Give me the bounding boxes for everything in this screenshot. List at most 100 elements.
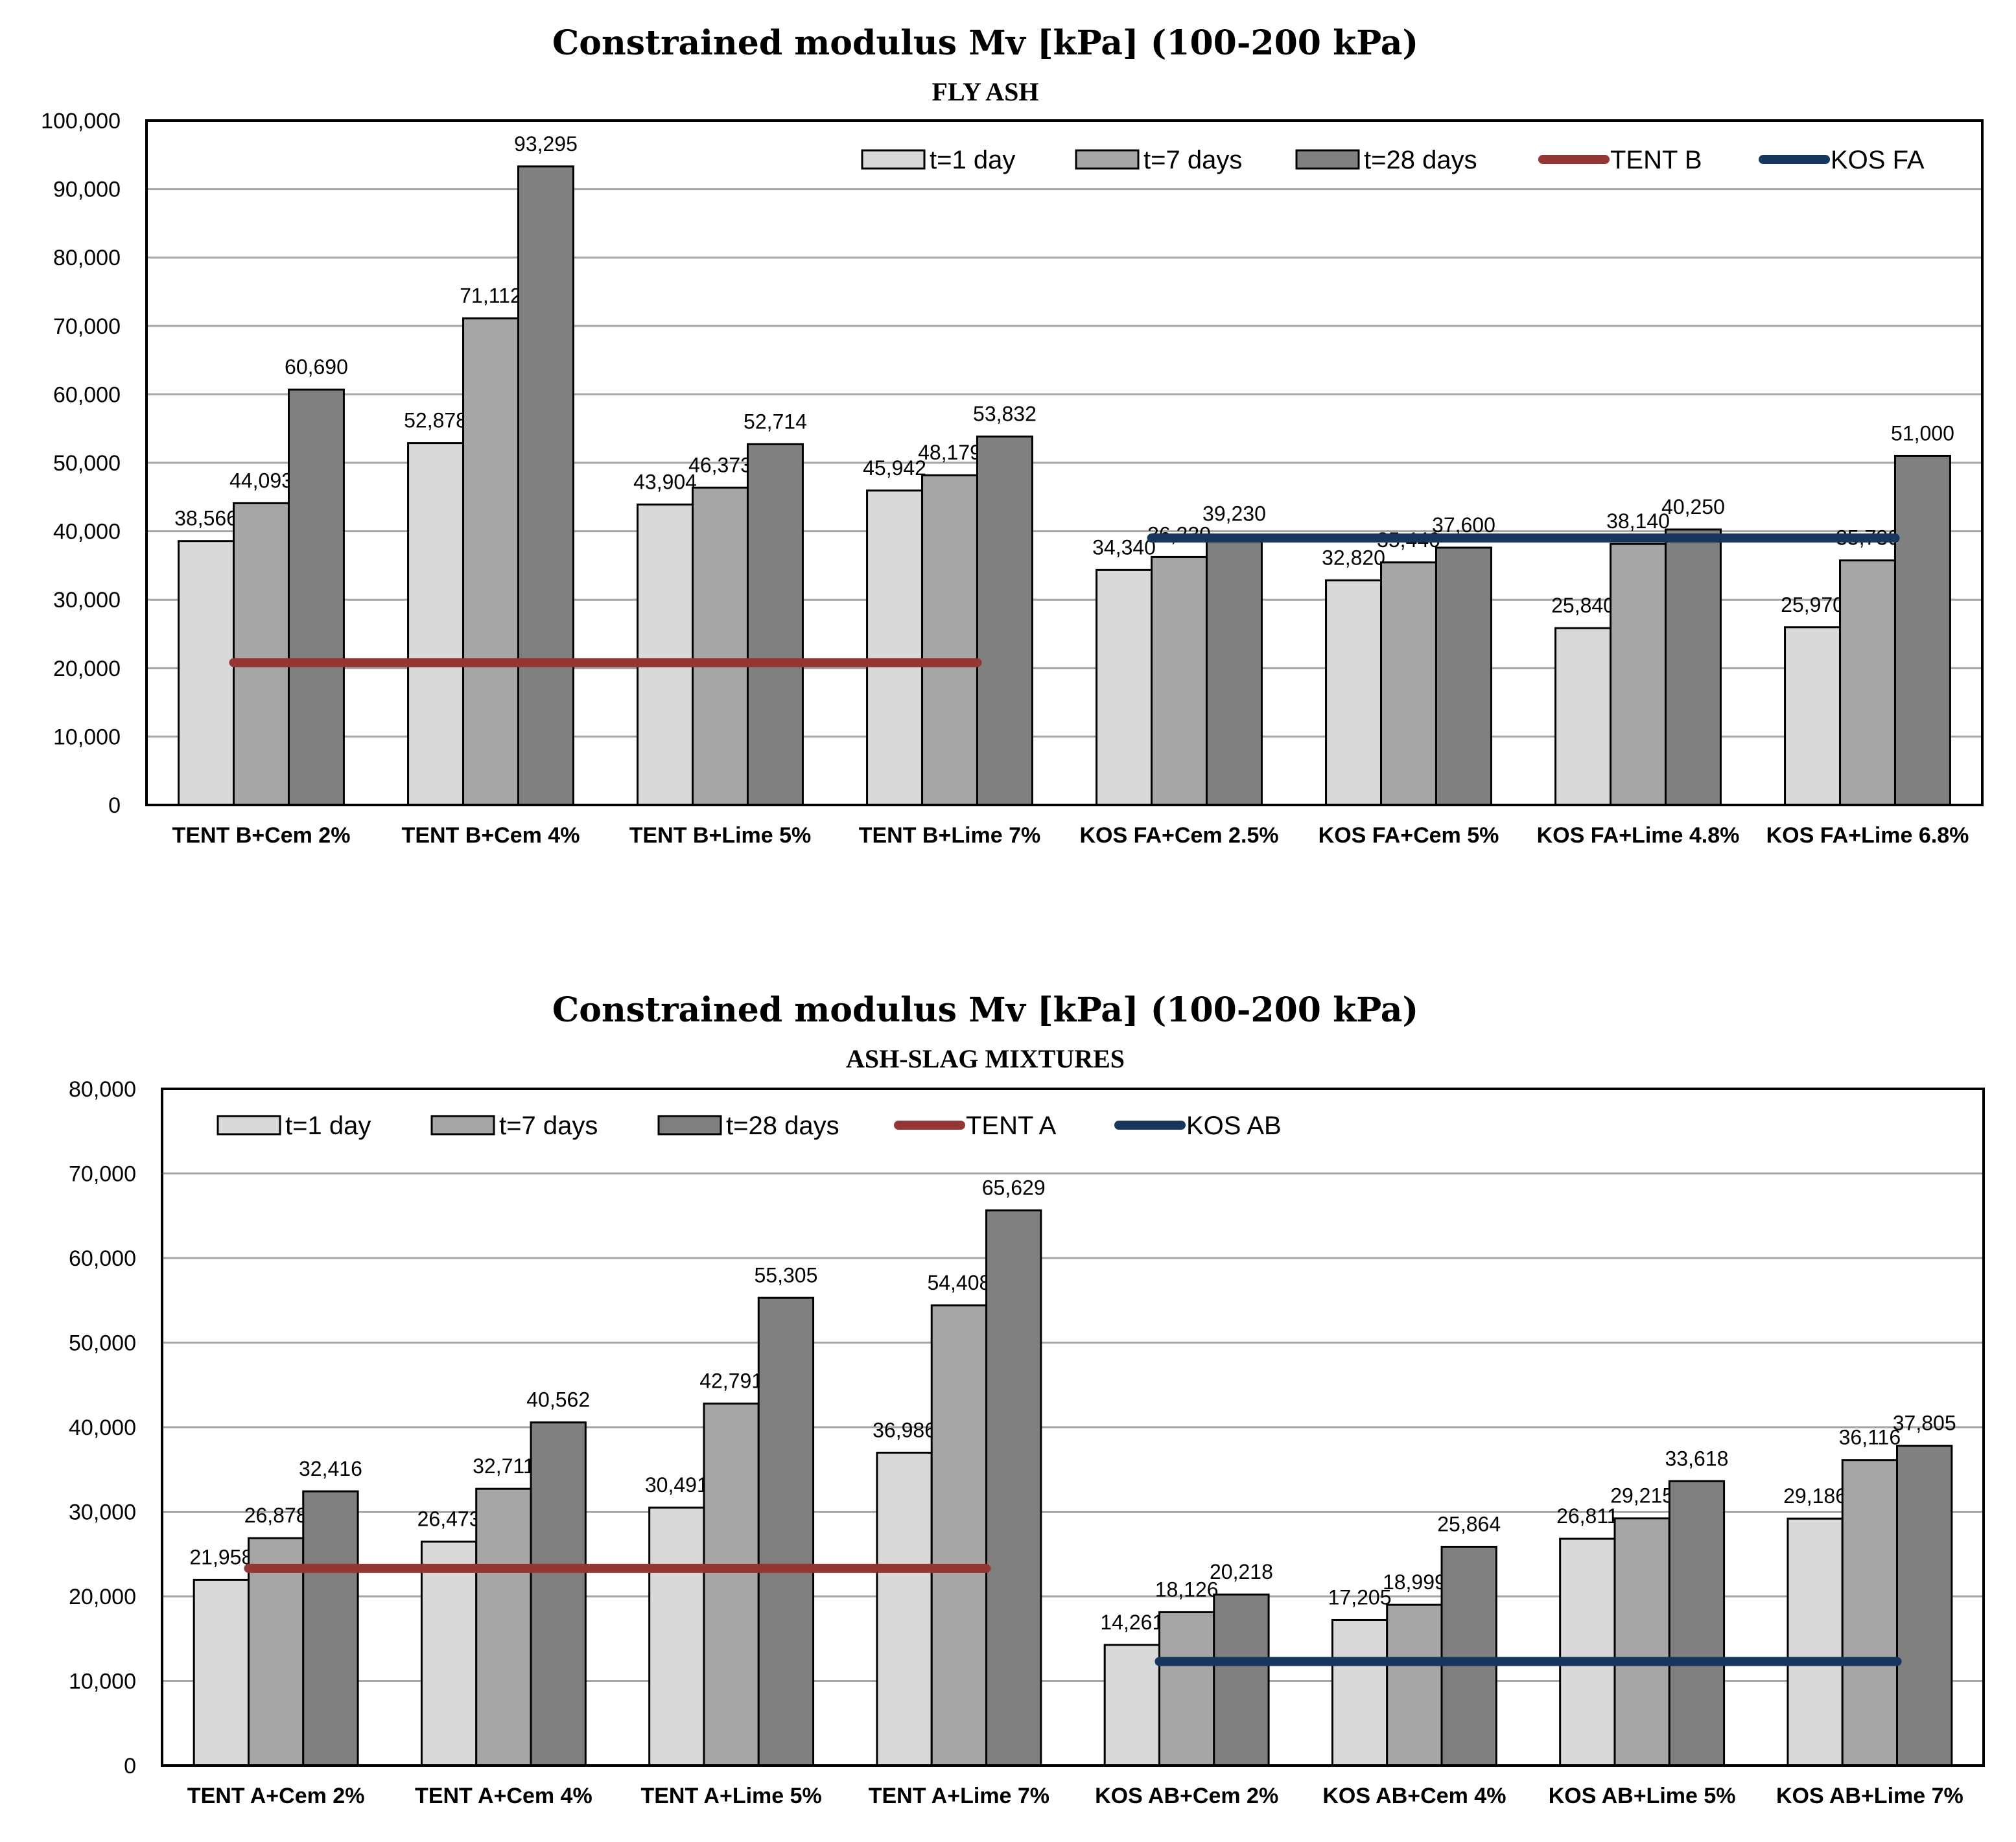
data-label: 36,986: [873, 1418, 936, 1441]
bar: [1559, 1537, 1616, 1767]
data-label: 52,714: [744, 410, 807, 433]
bar: [1613, 1517, 1670, 1767]
legend-label: t=1 day: [285, 1112, 371, 1140]
bar: [1664, 528, 1722, 806]
y-tick-label: 20,000: [53, 657, 121, 681]
legend-label: TENT A: [966, 1112, 1057, 1140]
y-tick-label: 60,000: [53, 382, 121, 407]
data-label: 40,562: [526, 1388, 590, 1412]
bar: [921, 474, 978, 806]
bar: [1440, 1545, 1497, 1767]
data-label: 37,805: [1893, 1412, 1956, 1435]
data-label: 30,491: [645, 1473, 709, 1497]
ash-slag-plot: 0 10,000 20,000 30,000 40,000 50,000 60,000 70,…: [69, 1077, 1985, 1808]
bar: [178, 540, 235, 806]
bar: [517, 165, 574, 806]
y-tick-label: 70,000: [53, 314, 121, 339]
chart-title: Constrained modulus Mv [kPa] (100-200 kP…: [552, 23, 1419, 63]
x-category-label: KOS AB+Lime 7%: [1776, 1784, 1963, 1808]
data-label: 32,711: [473, 1454, 535, 1478]
y-tick-label: 80,000: [53, 246, 121, 270]
bar: [475, 1487, 532, 1767]
data-label: 32,820: [1322, 546, 1385, 569]
bar: [193, 1578, 250, 1767]
data-label: 25,864: [1437, 1512, 1501, 1535]
x-category-label: KOS AB+Cem 2%: [1095, 1784, 1278, 1808]
legend-swatch: [657, 1115, 722, 1136]
x-category-label: TENT A+Cem 2%: [187, 1784, 365, 1808]
x-category-label: KOS FA+Cem 5%: [1319, 823, 1499, 848]
plot-area-border: [161, 1088, 1985, 1767]
data-label: 29,186: [1783, 1484, 1847, 1508]
legend-swatch: [1075, 149, 1140, 170]
data-label: 33,618: [1665, 1447, 1728, 1470]
bar: [1325, 579, 1383, 806]
bar: [530, 1421, 587, 1767]
data-label: 14,261: [1100, 1611, 1164, 1634]
y-tick-label: 70,000: [69, 1162, 136, 1187]
y-tick-label: 10,000: [69, 1670, 136, 1694]
data-label: 53,832: [973, 402, 1037, 426]
x-category-label: KOS AB+Cem 4%: [1322, 1784, 1506, 1808]
y-tick-label: 60,000: [69, 1246, 136, 1271]
legend-label: t=7 days: [499, 1112, 598, 1140]
y-tick-label: 80,000: [69, 1077, 136, 1102]
bar: [746, 443, 804, 806]
bar: [703, 1403, 760, 1767]
data-label: 39,230: [1202, 502, 1266, 526]
bar: [1331, 1618, 1389, 1767]
bar: [1841, 1459, 1899, 1767]
data-label: 26,811: [1556, 1504, 1619, 1528]
x-category-label: TENT A+Cem 4%: [415, 1784, 592, 1808]
data-label: 37,600: [1432, 513, 1495, 537]
y-tick-label: 40,000: [69, 1416, 136, 1440]
legend-swatch: [1295, 149, 1360, 170]
fly-ash-chart: Constrained modulus Mv [kPa] (100-200 kP…: [0, 0, 2016, 894]
legend-label: t=1 day: [930, 146, 1015, 174]
data-label: 40,250: [1661, 495, 1725, 519]
bar: [1610, 542, 1667, 806]
data-label: 44,093: [229, 469, 293, 492]
data-label: 25,840: [1551, 594, 1615, 617]
plot-area-border: [145, 119, 1984, 806]
data-label: 25,970: [1781, 593, 1844, 616]
data-label: 26,473: [417, 1508, 481, 1531]
fly-ash-plot: 0 10,000 20,000 30,000 40,000 50,000 60,000 70,…: [41, 109, 1984, 848]
y-tick-label: 40,000: [53, 520, 121, 544]
x-category-label: TENT B+Lime 5%: [629, 823, 812, 848]
data-label: 48,179: [918, 441, 981, 464]
data-label: 29,215: [1610, 1484, 1674, 1508]
bar: [1158, 1611, 1215, 1767]
data-label: 20,218: [1210, 1560, 1273, 1583]
bar: [1554, 627, 1612, 806]
y-tick-label: 90,000: [53, 178, 121, 202]
data-label: 71,112: [460, 284, 522, 307]
bar: [692, 486, 749, 806]
x-category-label: TENT B+Cem 2%: [172, 823, 351, 848]
bar: [1896, 1445, 1953, 1767]
ash-slag-chart: Constrained modulus Mv [kPa] (100-200 kP…: [0, 959, 2016, 1842]
bar: [462, 317, 519, 806]
legend-label: KOS FA: [1831, 146, 1925, 174]
x-category-label: KOS FA+Lime 6.8%: [1766, 823, 1969, 848]
chart-subtitle: ASH-SLAG MIXTURES: [845, 1044, 1125, 1073]
data-label: 42,791: [699, 1370, 763, 1393]
legend-label: TENT B: [1610, 146, 1702, 174]
bar: [1386, 1603, 1443, 1767]
y-tick-label: 30,000: [53, 588, 121, 612]
bar: [407, 442, 465, 806]
bar: [1839, 559, 1896, 806]
bar: [757, 1296, 815, 1767]
y-tick-label: 50,000: [53, 451, 121, 476]
y-tick-label: 30,000: [69, 1500, 136, 1525]
bar: [1893, 454, 1951, 806]
x-category-label: KOS AB+Lime 5%: [1549, 1784, 1736, 1808]
legend-swatch: [217, 1115, 281, 1136]
bar: [930, 1304, 988, 1767]
x-category-label: TENT B+Lime 7%: [859, 823, 1041, 848]
bar: [1380, 561, 1437, 806]
bar: [1096, 568, 1153, 806]
chart-title: Constrained modulus Mv [kPa] (100-200 kP…: [552, 990, 1419, 1030]
data-label: 36,116: [1839, 1426, 1901, 1449]
bar: [1435, 546, 1492, 806]
